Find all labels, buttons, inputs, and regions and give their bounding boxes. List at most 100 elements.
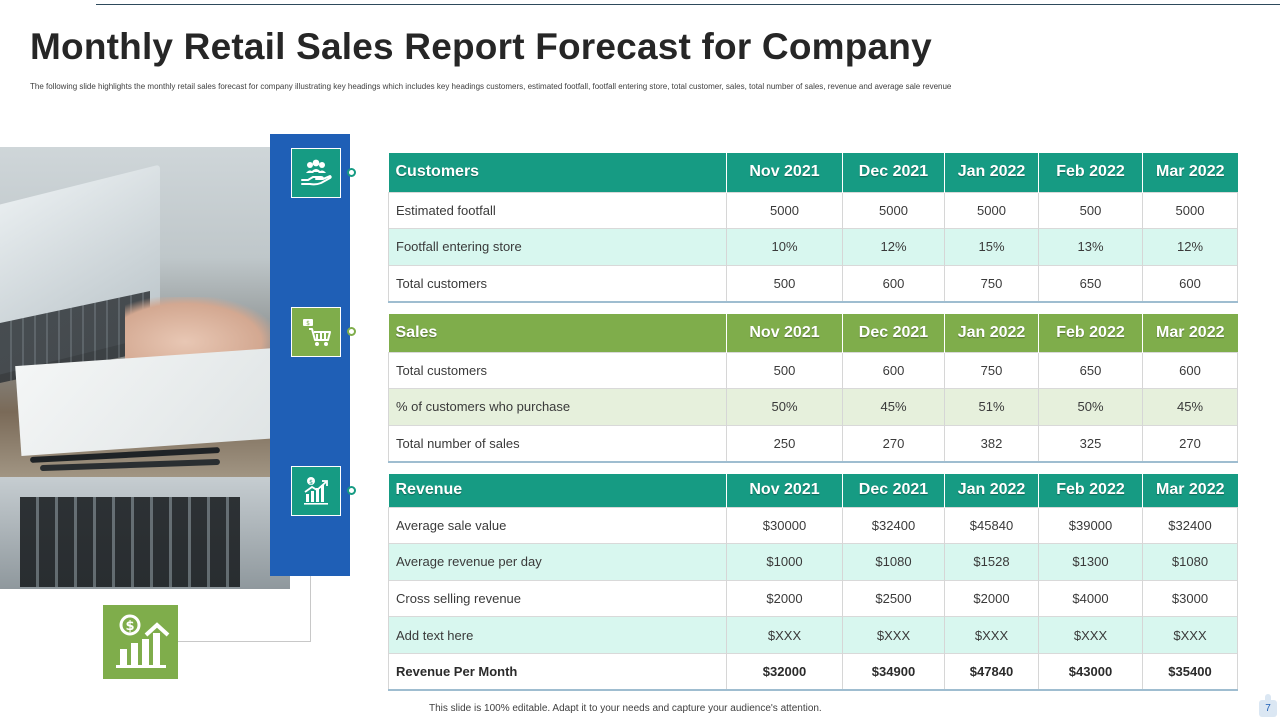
svg-text:$: $ <box>306 320 310 327</box>
sales-table: Sales Nov 2021 Dec 2021 Jan 2022 Feb 202… <box>388 314 1238 463</box>
row-label: % of customers who purchase <box>388 388 727 425</box>
slide-subtitle: The following slide highlights the month… <box>30 82 952 91</box>
row-label: Average sale value <box>388 506 727 544</box>
table-row: % of customers who purchase 50% 45% 51% … <box>388 388 1238 425</box>
row-label: Total customers <box>388 264 727 303</box>
column-header: Nov 2021 <box>726 314 843 352</box>
table-row: Average sale value $30000 $32400 $45840 … <box>388 506 1238 544</box>
table-row: Cross selling revenue $2000 $2500 $2000 … <box>388 579 1238 617</box>
table-cell: 500 <box>1038 191 1143 229</box>
table-cell: $2000 <box>726 579 843 617</box>
top-rule-accent <box>0 2 96 5</box>
table-cell: 650 <box>1038 264 1143 303</box>
row-label: Add text here <box>388 616 727 654</box>
photo-paper <box>15 348 281 456</box>
table-cell: $30000 <box>726 506 843 544</box>
table-cell: $45840 <box>944 506 1039 544</box>
table-cell: $47840 <box>944 652 1039 691</box>
table-header-row: Customers Nov 2021 Dec 2021 Jan 2022 Feb… <box>388 153 1238 192</box>
table-cell: $39000 <box>1038 506 1143 544</box>
table-cell: 12% <box>1142 228 1238 265</box>
table-cell: $XXX <box>842 616 945 654</box>
table-cell: 5000 <box>1142 191 1238 229</box>
table-cell: 600 <box>842 264 945 303</box>
table-cell: 250 <box>726 424 843 463</box>
table-cell: $32400 <box>842 506 945 544</box>
table-cell: 10% <box>726 228 843 265</box>
row-label: Average revenue per day <box>388 543 727 581</box>
table-cell: 12% <box>842 228 945 265</box>
table-cell: $1000 <box>726 543 843 581</box>
column-header: Sales <box>388 314 727 352</box>
row-label: Total customers <box>388 351 727 389</box>
table-cell: $3000 <box>1142 579 1238 617</box>
column-header: Mar 2022 <box>1142 314 1238 352</box>
connector-dot <box>347 168 356 177</box>
table-cell: $4000 <box>1038 579 1143 617</box>
table-cell: 600 <box>842 351 945 389</box>
table-row: Footfall entering store 10% 12% 15% 13% … <box>388 228 1238 265</box>
table-cell: 270 <box>1142 424 1238 463</box>
table-cell: 13% <box>1038 228 1143 265</box>
table-cell: $35400 <box>1142 652 1238 691</box>
table-cell: $2000 <box>944 579 1039 617</box>
connector-line <box>178 641 311 642</box>
column-header: Customers <box>388 153 727 192</box>
table-cell: $1528 <box>944 543 1039 581</box>
table-cell: 50% <box>726 388 843 425</box>
column-header: Jan 2022 <box>944 474 1039 507</box>
column-header: Mar 2022 <box>1142 153 1238 192</box>
table-header-row: Sales Nov 2021 Dec 2021 Jan 2022 Feb 202… <box>388 314 1238 352</box>
connector-dot <box>347 327 356 336</box>
revenue-growth-chart-icon: $ <box>291 466 341 516</box>
slide-footer: This slide is 100% editable. Adapt it to… <box>429 703 822 714</box>
page-number: 7 <box>1259 694 1277 717</box>
table-row: Total number of sales 250 270 382 325 27… <box>388 424 1238 463</box>
shopping-cart-dollar-icon: $ <box>291 307 341 357</box>
office-desk-photo <box>0 147 290 589</box>
table-cell: 500 <box>726 264 843 303</box>
column-header: Dec 2021 <box>842 153 945 192</box>
column-header: Dec 2021 <box>842 474 945 507</box>
table-cell: $1300 <box>1038 543 1143 581</box>
connector-dot <box>347 486 356 495</box>
dollar-growth-bars-icon: $ <box>103 605 178 679</box>
icon-strip: $ $ <box>270 134 356 576</box>
customers-hand-icon <box>291 148 341 198</box>
column-header: Feb 2022 <box>1038 474 1143 507</box>
row-label: Revenue Per Month <box>388 652 727 691</box>
table-cell: 750 <box>944 264 1039 303</box>
table-cell: $2500 <box>842 579 945 617</box>
table-row: Estimated footfall 5000 5000 5000 500 50… <box>388 191 1238 229</box>
customers-table: Customers Nov 2021 Dec 2021 Jan 2022 Feb… <box>388 153 1238 303</box>
table-cell: 600 <box>1142 264 1238 303</box>
table-row: Total customers 500 600 750 650 600 <box>388 264 1238 303</box>
column-header: Nov 2021 <box>726 153 843 192</box>
table-cell: 500 <box>726 351 843 389</box>
column-header: Feb 2022 <box>1038 314 1143 352</box>
column-header: Mar 2022 <box>1142 474 1238 507</box>
revenue-table: Revenue Nov 2021 Dec 2021 Jan 2022 Feb 2… <box>388 474 1238 691</box>
table-cell: 5000 <box>842 191 945 229</box>
table-cell: $32000 <box>726 652 843 691</box>
column-header: Nov 2021 <box>726 474 843 507</box>
table-cell: 750 <box>944 351 1039 389</box>
table-cell: $1080 <box>1142 543 1238 581</box>
table-cell: $XXX <box>726 616 843 654</box>
table-cell: 650 <box>1038 351 1143 389</box>
connector-line <box>310 576 311 641</box>
column-header: Jan 2022 <box>944 314 1039 352</box>
table-cell: $XXX <box>1142 616 1238 654</box>
table-cell: 51% <box>944 388 1039 425</box>
table-cell: 15% <box>944 228 1039 265</box>
table-cell: 600 <box>1142 351 1238 389</box>
table-header-row: Revenue Nov 2021 Dec 2021 Jan 2022 Feb 2… <box>388 474 1238 507</box>
top-rule <box>0 4 1280 5</box>
table-cell: $32400 <box>1142 506 1238 544</box>
table-cell: 270 <box>842 424 945 463</box>
svg-text:$: $ <box>125 619 134 634</box>
photo-keyboard-keys <box>20 497 240 587</box>
table-row: Add text here $XXX $XXX $XXX $XXX $XXX <box>388 616 1238 654</box>
row-label: Total number of sales <box>388 424 727 463</box>
table-cell: $43000 <box>1038 652 1143 691</box>
